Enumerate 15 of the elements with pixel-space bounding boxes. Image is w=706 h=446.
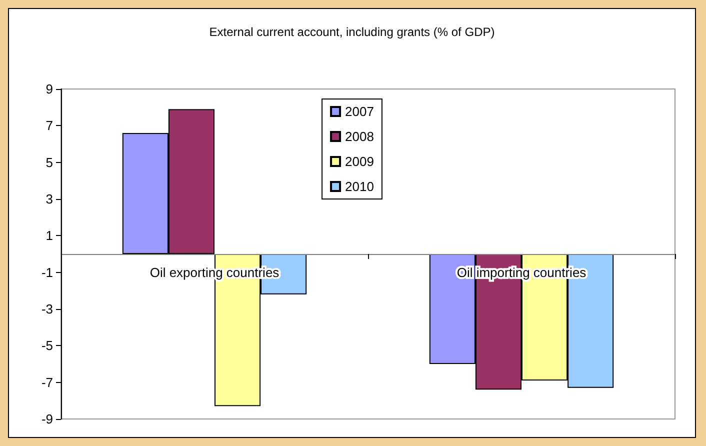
- y-tick-label: -5: [41, 338, 53, 354]
- y-tick-label: -1: [41, 264, 53, 280]
- y-tick-label: -3: [41, 302, 53, 316]
- y-tick-label: -7: [41, 374, 53, 390]
- y-tick-label: 3: [46, 192, 53, 206]
- y-tick-label: 9: [46, 82, 53, 96]
- y-tick-label: 1: [46, 228, 53, 244]
- legend-label: 2008: [345, 129, 374, 144]
- legend-label: 2007: [345, 104, 374, 119]
- chart-title: External current account, including grants (% of GDP): [209, 25, 495, 39]
- y-tick-label: 5: [46, 154, 53, 170]
- y-tick-label: 7: [46, 118, 53, 134]
- legend-label: 2010: [345, 179, 374, 194]
- y-tick-label: -9: [41, 412, 53, 426]
- legend-label: 2009: [345, 154, 374, 169]
